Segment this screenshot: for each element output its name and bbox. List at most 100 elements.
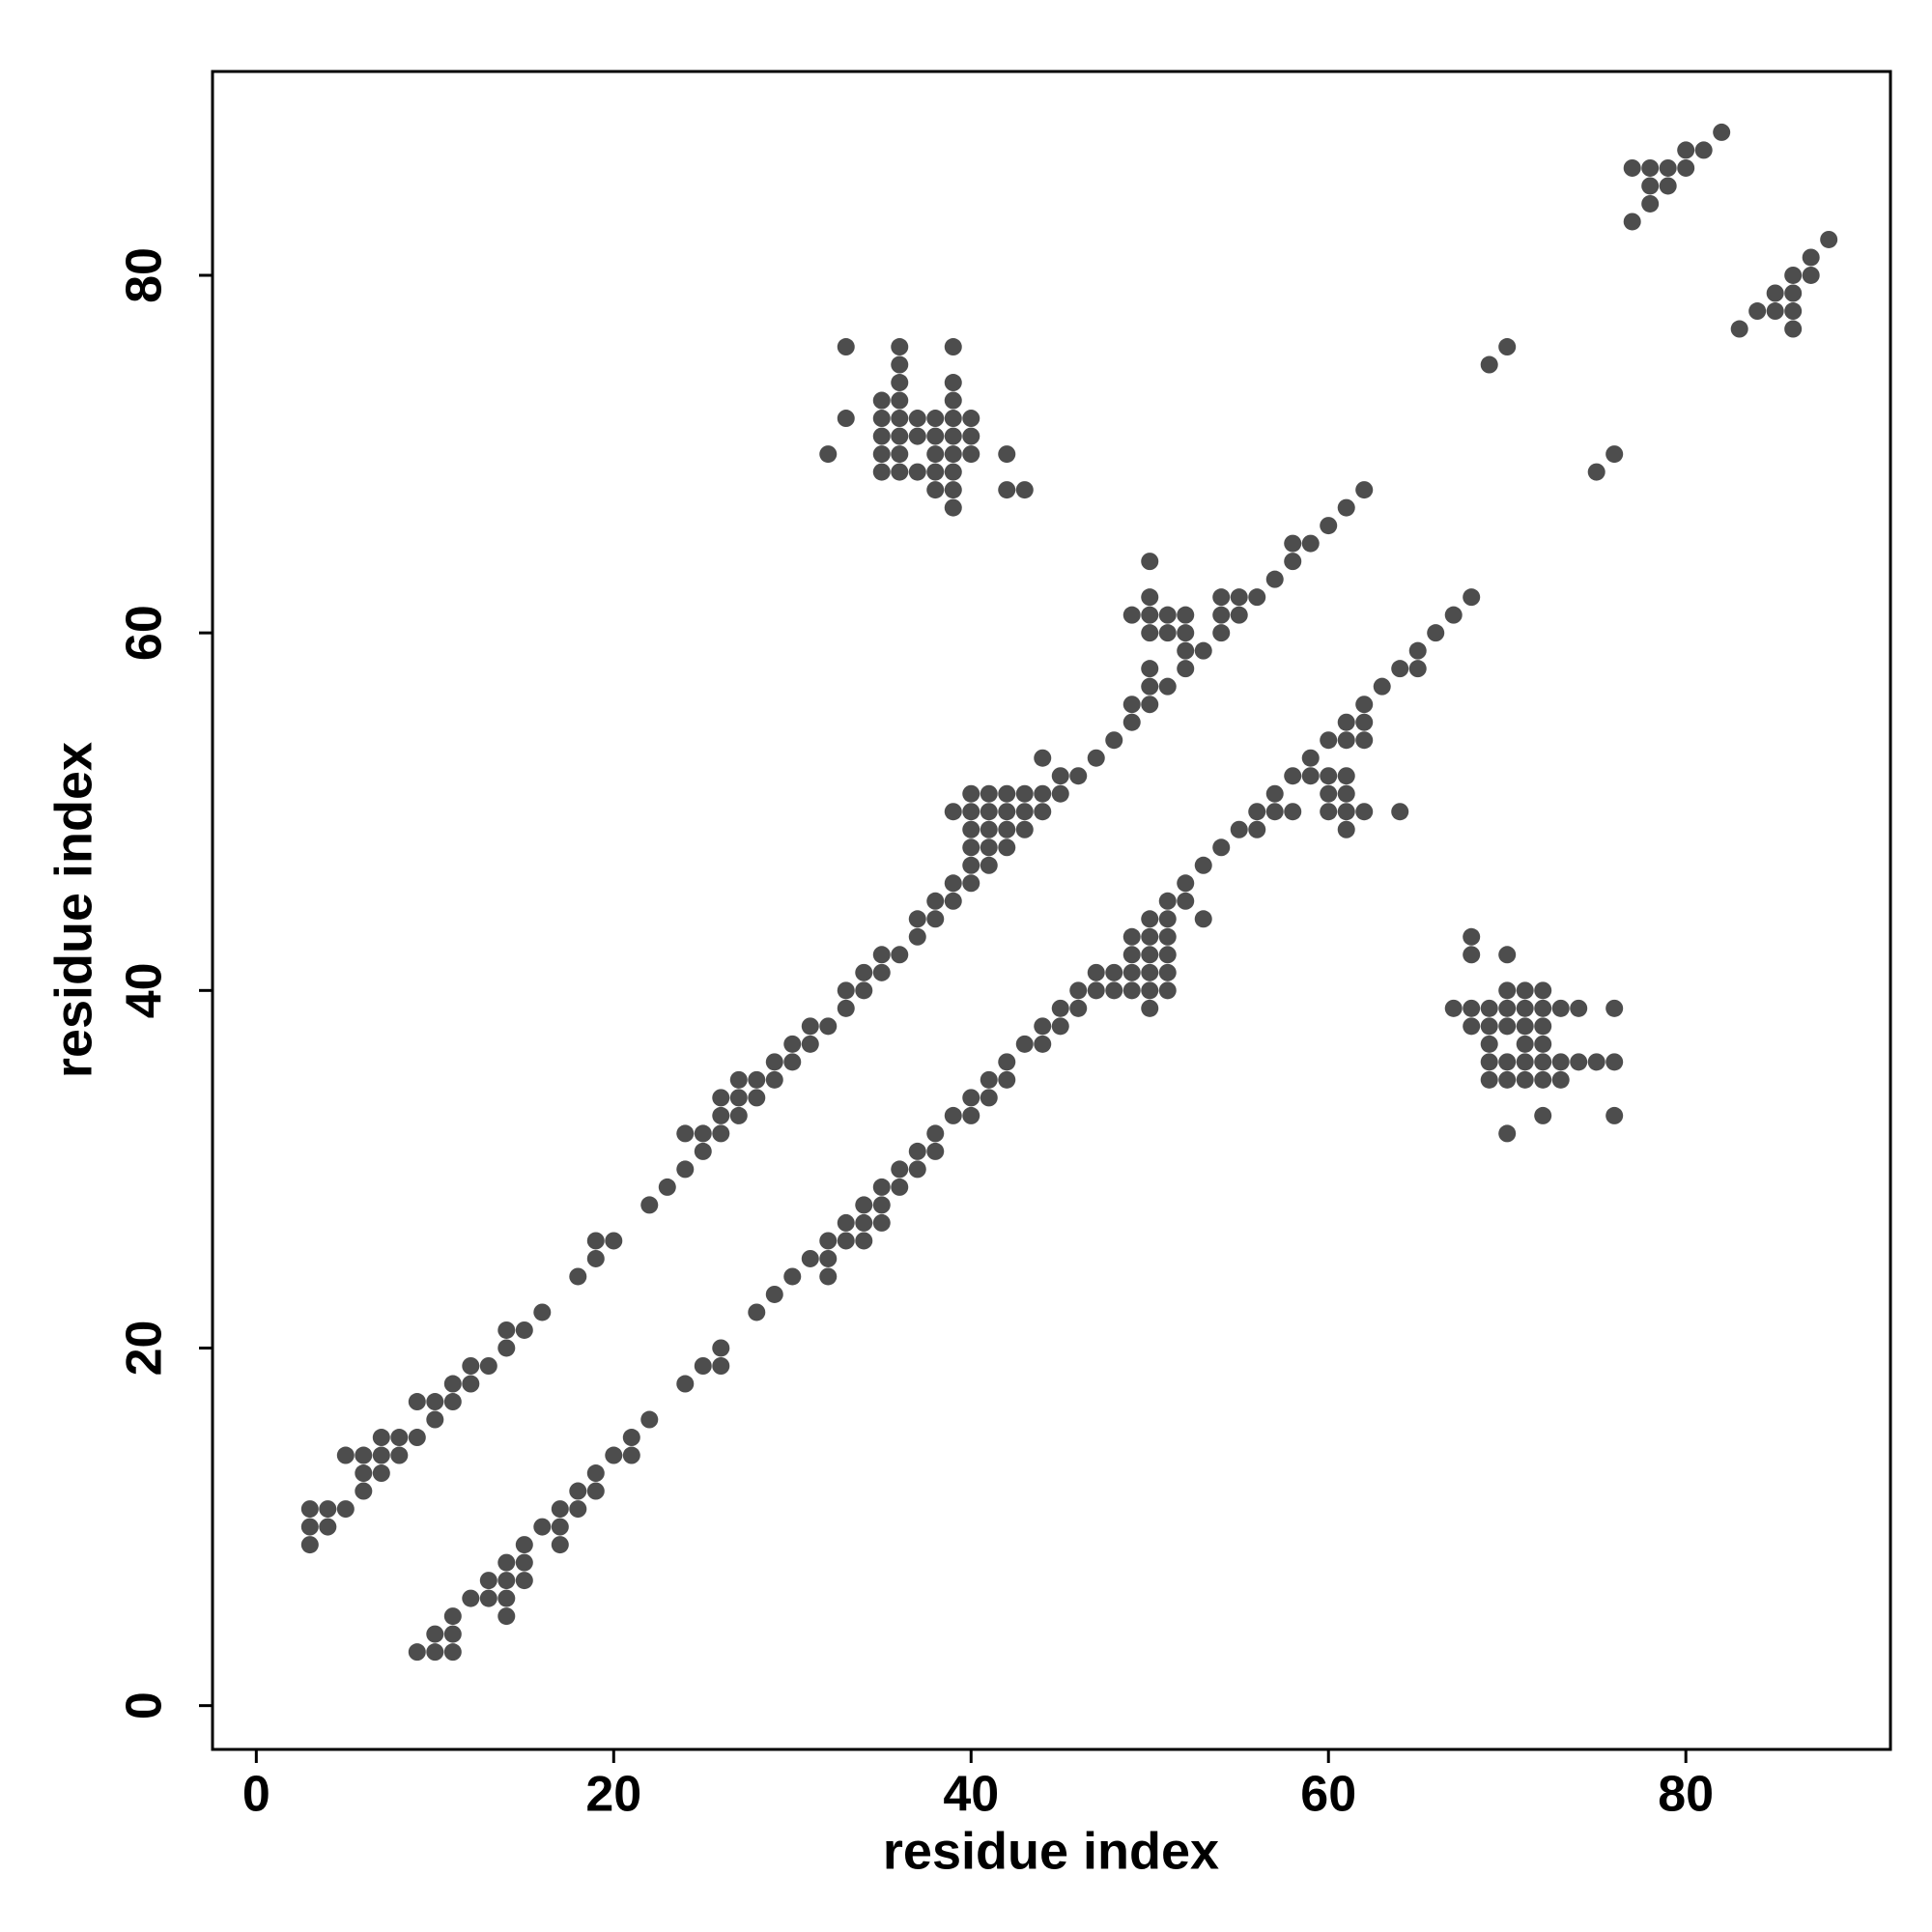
point [1284, 553, 1302, 571]
point [1677, 158, 1695, 177]
point [300, 1500, 319, 1519]
point [1158, 981, 1177, 1000]
point [819, 445, 838, 464]
point [1480, 355, 1498, 374]
point [1498, 1053, 1517, 1071]
point [515, 1572, 533, 1590]
point [944, 374, 962, 392]
point [980, 1070, 998, 1089]
point [497, 1321, 516, 1339]
point [1516, 1035, 1534, 1053]
x-tick-label: 80 [1658, 1767, 1714, 1823]
point [551, 1536, 569, 1554]
point [658, 1178, 676, 1196]
x-axis-label: residue index [883, 1822, 1219, 1880]
point [426, 1625, 444, 1643]
point [1177, 660, 1195, 678]
point [1516, 1053, 1534, 1071]
point [1141, 553, 1159, 571]
point [1265, 570, 1284, 588]
point [1498, 981, 1517, 1000]
point [1301, 767, 1320, 785]
point [962, 784, 980, 803]
point [1051, 1017, 1069, 1036]
point [1355, 803, 1374, 821]
point [1034, 1035, 1052, 1053]
point [908, 927, 926, 946]
point [891, 338, 909, 356]
point [1177, 606, 1195, 624]
point [497, 1607, 516, 1626]
point [336, 1446, 355, 1464]
point [1015, 820, 1034, 838]
point [855, 1232, 873, 1250]
point [980, 784, 998, 803]
point [1444, 999, 1463, 1017]
point [855, 963, 873, 981]
point [944, 481, 962, 499]
point [1605, 999, 1624, 1017]
point [908, 463, 926, 481]
point [962, 427, 980, 445]
point [640, 1196, 659, 1214]
point [1248, 588, 1266, 607]
point [1534, 1017, 1552, 1036]
point [694, 1142, 712, 1160]
point [1766, 302, 1784, 321]
point [1355, 713, 1374, 731]
point [712, 1124, 730, 1143]
point [729, 1106, 748, 1124]
point [1194, 856, 1212, 874]
point [372, 1429, 390, 1447]
point [1820, 230, 1838, 248]
point [1337, 784, 1355, 803]
point [1122, 946, 1141, 964]
point [1802, 266, 1820, 284]
x-tick-label: 0 [242, 1767, 270, 1823]
point [891, 391, 909, 410]
point [408, 1429, 426, 1447]
point [1177, 624, 1195, 642]
point [497, 1589, 516, 1607]
point [908, 427, 926, 445]
point [479, 1589, 497, 1607]
point [426, 1643, 444, 1662]
point [462, 1356, 480, 1375]
point [355, 1464, 373, 1483]
point [1301, 749, 1320, 767]
point [1158, 677, 1177, 696]
point [1087, 749, 1105, 767]
y-tick-label: 20 [117, 1321, 173, 1377]
point [1284, 803, 1302, 821]
point [1659, 177, 1677, 195]
point [1122, 606, 1141, 624]
point [390, 1446, 409, 1464]
point [1498, 946, 1517, 964]
point [1480, 999, 1498, 1017]
point [891, 1178, 909, 1196]
point [443, 1375, 462, 1393]
point [1015, 481, 1034, 499]
point [1463, 588, 1481, 607]
point [1015, 1035, 1034, 1053]
point [926, 1124, 945, 1143]
point [1034, 803, 1052, 821]
point [1069, 999, 1088, 1017]
point [891, 410, 909, 428]
point [1158, 624, 1177, 642]
point [729, 1070, 748, 1089]
point [1158, 892, 1177, 910]
point [837, 410, 855, 428]
point [1230, 820, 1248, 838]
point [1141, 606, 1159, 624]
point [819, 1267, 838, 1286]
point [855, 1196, 873, 1214]
point [962, 838, 980, 857]
point [783, 1267, 802, 1286]
point [426, 1410, 444, 1429]
point [1177, 641, 1195, 660]
point [783, 1053, 802, 1071]
point [944, 427, 962, 445]
point [1105, 981, 1123, 1000]
point [980, 1089, 998, 1107]
